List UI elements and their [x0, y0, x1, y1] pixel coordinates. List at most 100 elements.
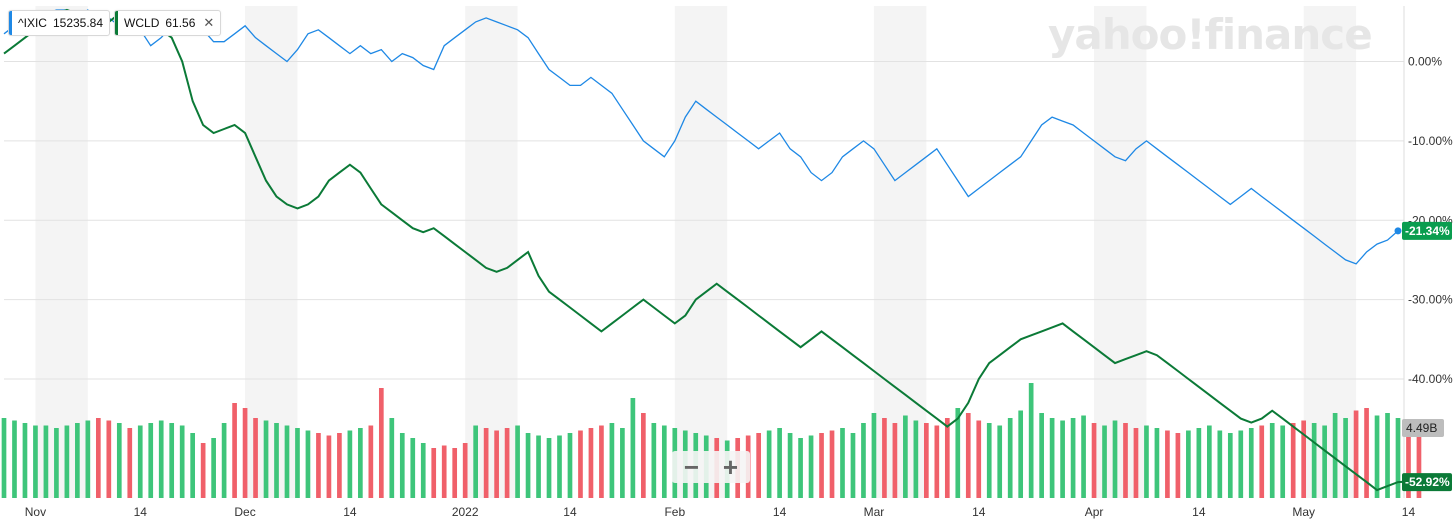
volume-bar	[1290, 423, 1296, 498]
volume-bar	[557, 435, 562, 498]
legend-color-ixic	[9, 11, 12, 35]
volume-bar	[1154, 428, 1160, 498]
volume-bar	[1353, 410, 1359, 498]
week-band	[465, 6, 518, 498]
volume-bar	[368, 425, 374, 498]
volume-bar	[965, 413, 971, 498]
volume-bar	[452, 448, 458, 498]
volume-bar	[494, 430, 499, 498]
volume-bar	[1196, 428, 1202, 498]
volume-bar	[955, 408, 961, 498]
legend: ^IXIC 15235.84 WCLD 61.56 ✕	[8, 10, 222, 36]
volume-bar	[525, 433, 531, 498]
zoom-in-button[interactable]: +	[722, 452, 739, 482]
volume-bar	[756, 433, 761, 498]
legend-chip-wcld[interactable]: WCLD 61.56 ✕	[114, 10, 222, 36]
volume-bar	[840, 428, 845, 498]
volume-bar	[861, 423, 866, 498]
volume-bar	[976, 420, 982, 498]
zoom-out-button[interactable]: −	[683, 452, 700, 482]
volume-bar	[410, 438, 416, 498]
volume-bar	[944, 418, 950, 498]
x-tick-label: 14	[563, 505, 577, 519]
x-tick-label: 14	[1402, 505, 1416, 519]
x-tick-label: Dec	[234, 505, 255, 519]
volume-label: 4.49B	[1406, 421, 1437, 435]
volume-bar	[1102, 425, 1107, 498]
volume-bar	[462, 443, 468, 498]
volume-bar	[913, 420, 919, 498]
volume-bar	[232, 403, 237, 498]
volume-bar	[1123, 423, 1128, 498]
volume-bar	[1269, 423, 1275, 498]
x-tick-label: 14	[134, 505, 148, 519]
end-value-label: -52.92%	[1405, 475, 1450, 489]
x-axis-labels: Nov 14 Dec 14 2022 14 Feb 14 Mar 14 Apr 14 May 14	[25, 505, 1416, 519]
x-tick-label: Nov	[25, 505, 46, 519]
volume-bar	[358, 428, 363, 498]
volume-bar	[316, 433, 321, 498]
volume-bar	[609, 423, 615, 498]
volume-bar	[661, 425, 667, 498]
volume-bar	[1028, 383, 1034, 498]
x-tick-label: Mar	[864, 505, 885, 519]
volume-bar	[12, 420, 17, 498]
volume-bar	[1395, 418, 1401, 498]
volume-bar	[420, 443, 426, 498]
volume-bar	[431, 448, 437, 498]
close-icon[interactable]: ✕	[203, 15, 215, 30]
y-tick-label: -10.00%	[1408, 134, 1453, 148]
x-tick-label: 2022	[452, 505, 479, 519]
volume-bar	[1217, 430, 1223, 498]
volume-bar	[33, 425, 38, 498]
x-tick-label: 14	[773, 505, 787, 519]
week-band	[1094, 6, 1147, 498]
volume-bar	[578, 430, 583, 498]
volume-bar	[1301, 420, 1307, 498]
volume-bar	[850, 433, 856, 498]
price-lines	[3, 8, 1409, 492]
volume-bar	[242, 408, 248, 498]
volume-bar	[473, 425, 478, 498]
volume-bar	[1259, 425, 1265, 498]
volume-bar	[1091, 423, 1097, 498]
volume-bar	[599, 425, 604, 498]
volume-bar	[169, 423, 175, 498]
volume-bar	[787, 433, 793, 498]
volume-bar	[1175, 433, 1181, 498]
volume-bar	[116, 423, 122, 498]
volume-bar	[903, 415, 908, 498]
volume-bar	[1144, 425, 1149, 498]
volume-bar	[64, 425, 70, 498]
volume-bar	[882, 418, 887, 498]
volume-bar	[997, 425, 1003, 498]
y-tick-label: -40.00%	[1408, 372, 1453, 386]
volume-bar	[1, 418, 7, 498]
volume-bar	[54, 428, 59, 498]
volume-bar	[829, 430, 835, 498]
volume-bar	[347, 430, 353, 498]
volume-bar	[179, 425, 185, 498]
volume-bar	[1039, 413, 1044, 498]
legend-value-wcld: 61.56	[165, 16, 196, 30]
volume-bar	[211, 438, 216, 498]
volume-bar	[641, 413, 646, 498]
volume-bar	[106, 420, 112, 498]
legend-chip-ixic[interactable]: ^IXIC 15235.84	[8, 10, 111, 36]
volume-bar	[567, 433, 573, 498]
volume-bar	[326, 435, 332, 498]
zoom-controls: − +	[672, 451, 750, 483]
volume-bar	[137, 425, 143, 498]
volume-bar	[1018, 410, 1024, 498]
volume-bar	[43, 425, 49, 498]
series-line-wcld	[3, 8, 1409, 492]
volume-bar	[1081, 415, 1086, 498]
y-axis-labels: 0.00%-10.00%-20.00%-30.00%-40.00%	[1408, 55, 1453, 386]
volume-bar	[200, 443, 206, 498]
volume-bar	[1364, 408, 1369, 498]
volume-bar	[158, 420, 164, 498]
volume-bar	[1248, 428, 1254, 498]
volume-bar	[871, 413, 877, 498]
x-tick-label: Feb	[664, 505, 685, 519]
